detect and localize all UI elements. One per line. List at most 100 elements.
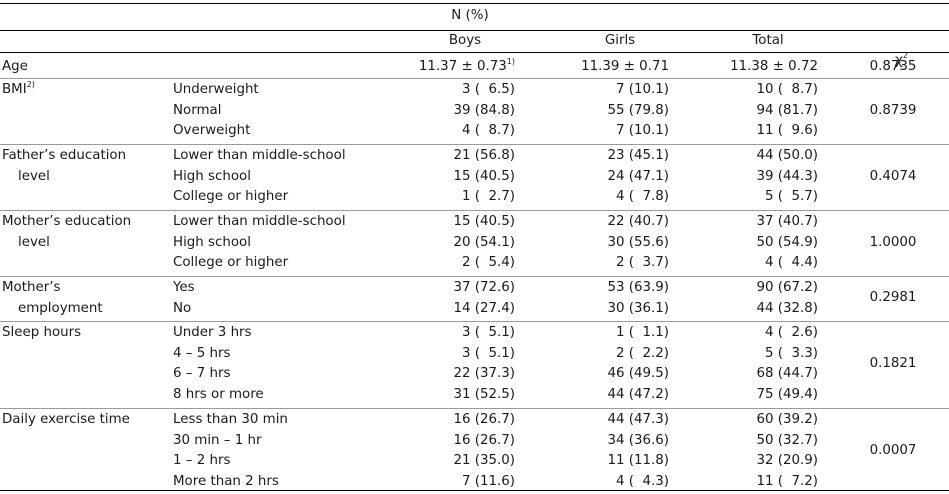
col-header-girls: Girls (604, 33, 636, 48)
cell-boys-value: 3 ( 5.1) (461, 325, 515, 340)
category-label: College or higher (173, 189, 289, 204)
cell-total: 94 (81.7) (756, 102, 818, 118)
category-label: 8 hrs or more (173, 386, 264, 402)
cell-girls: 53 (63.9) (607, 280, 669, 295)
group-separator (0, 408, 949, 409)
group-separator (0, 276, 949, 277)
cell-total: 5 ( 5.7) (764, 189, 818, 204)
cell-chi-square: 0.0007 (869, 442, 917, 458)
group-separator (0, 78, 949, 79)
group-rule (0, 30, 949, 31)
category-label: Lower than middle-school (173, 214, 346, 229)
category-label: Yes (173, 280, 195, 295)
chi-superscript: 2 (902, 51, 908, 60)
cell-chi-square: 0.8739 (869, 102, 917, 118)
row-label-continuation: level (18, 234, 50, 250)
cell-total: 50 (54.9) (756, 234, 818, 250)
cell-boys-value: 4 ( 8.7) (461, 123, 515, 138)
cell-boys-value: 39 (84.8) (453, 102, 515, 118)
cell-chi-square: 0.1821 (869, 355, 917, 371)
cell-boys-value: 22 (37.3) (453, 366, 515, 381)
cell-girls: 2 ( 2.2) (615, 345, 669, 361)
cell-girls: 44 (47.2) (607, 386, 669, 402)
cell-girls: 4 ( 4.3) (615, 473, 669, 489)
cell-boys: 37 (72.6) (365, 278, 515, 298)
cell-boys-value: 14 (27.4) (453, 300, 515, 316)
row-label-text: Mother’s education (2, 214, 132, 229)
cell-chi-square: 0.8735 (869, 59, 917, 74)
cell-footnote: 1) (506, 57, 515, 66)
row-label: Mother’s education (2, 212, 131, 232)
cell-boys-value: 7 (11.6) (461, 473, 515, 489)
cell-girls: 46 (49.5) (607, 366, 669, 381)
cell-boys: 3 ( 5.1) (365, 323, 515, 343)
cell-total: 90 (67.2) (756, 280, 818, 295)
cell-boys-value: 1 ( 2.7) (461, 189, 515, 204)
cell-boys: 3 ( 6.5) (365, 80, 515, 100)
category-label: College or higher (173, 255, 289, 270)
cell-boys-value: 31 (52.5) (453, 386, 515, 402)
category-label: 30 min – 1 hr (173, 432, 262, 448)
cell-girls: 22 (40.7) (607, 214, 669, 229)
category-label: More than 2 hrs (173, 473, 279, 489)
cell-boys-value: 3 ( 6.5) (461, 82, 515, 97)
row-label: Age (2, 57, 28, 77)
cell-girls: 4 ( 7.8) (615, 189, 669, 204)
group-separator (0, 144, 949, 145)
cell-total: 68 (44.7) (756, 366, 818, 381)
cell-boys-value: 16 (26.7) (453, 412, 515, 427)
row-label: Daily exercise time (2, 410, 130, 430)
cell-boys: 16 (26.7) (365, 410, 515, 430)
cell-boys-value: 11.37 ± 0.73 (418, 59, 507, 74)
category-label: Underweight (173, 82, 259, 97)
category-label: Overweight (173, 123, 251, 138)
category-label: Lower than middle-school (173, 148, 346, 163)
col-header-chi-square: χ2 (848, 31, 938, 91)
cell-boys: 2 ( 5.4) (365, 253, 515, 273)
cell-girls: 55 (79.8) (607, 102, 669, 118)
cell-boys: 15 (40.5) (365, 212, 515, 232)
cell-girls: 11.39 ± 0.71 (581, 59, 669, 74)
group-separator (0, 210, 949, 211)
group-header: N (%) (451, 8, 489, 23)
cell-girls: 23 (45.1) (607, 148, 669, 163)
cell-boys: 7 (11.6) (365, 472, 515, 492)
cell-boys: 22 (37.3) (365, 364, 515, 384)
cell-boys: 21 (35.0) (365, 451, 515, 471)
cell-girls: 11 (11.8) (607, 453, 669, 468)
cell-chi-square: 0.4074 (869, 168, 917, 184)
cell-boys-value: 2 ( 5.4) (461, 255, 515, 270)
cell-boys: 3 ( 5.1) (365, 344, 515, 364)
cell-total: 11.38 ± 0.72 (730, 59, 818, 74)
col-header-total: Total (752, 33, 784, 48)
category-label: 4 – 5 hrs (173, 345, 231, 361)
cell-total: 32 (20.9) (756, 453, 818, 468)
cell-total: 60 (39.2) (756, 412, 818, 427)
chi-symbol: χ (895, 53, 903, 68)
cell-boys-value: 15 (40.5) (453, 168, 515, 184)
header-rule (0, 52, 949, 53)
cell-girls: 7 (10.1) (615, 123, 669, 138)
cell-total: 11 ( 7.2) (756, 473, 818, 489)
cell-chi-square: 0.2981 (869, 290, 917, 306)
cell-boys: 14 (27.4) (365, 299, 515, 319)
bottom-rule (0, 490, 949, 491)
row-label: Mother’s (2, 278, 60, 298)
row-label-footnote: 2) (26, 80, 35, 89)
cell-boys-value: 37 (72.6) (453, 280, 515, 295)
cell-total: 4 ( 2.6) (764, 325, 818, 340)
cell-boys: 16 (26.7) (365, 431, 515, 451)
row-label: Sleep hours (2, 323, 81, 343)
group-separator (0, 321, 949, 322)
cell-boys-value: 21 (56.8) (453, 148, 515, 163)
row-label-text: Age (2, 59, 28, 74)
category-label: High school (173, 234, 251, 250)
category-label: High school (173, 168, 251, 184)
cell-total: 4 ( 4.4) (764, 255, 818, 270)
cell-boys: 21 (56.8) (365, 146, 515, 166)
col-header-boys: Boys (448, 33, 482, 48)
cell-total: 44 (32.8) (756, 300, 818, 316)
cell-boys: 31 (52.5) (365, 385, 515, 405)
cell-boys: 11.37 ± 0.731) (365, 57, 515, 77)
row-label-continuation: employment (18, 300, 103, 316)
